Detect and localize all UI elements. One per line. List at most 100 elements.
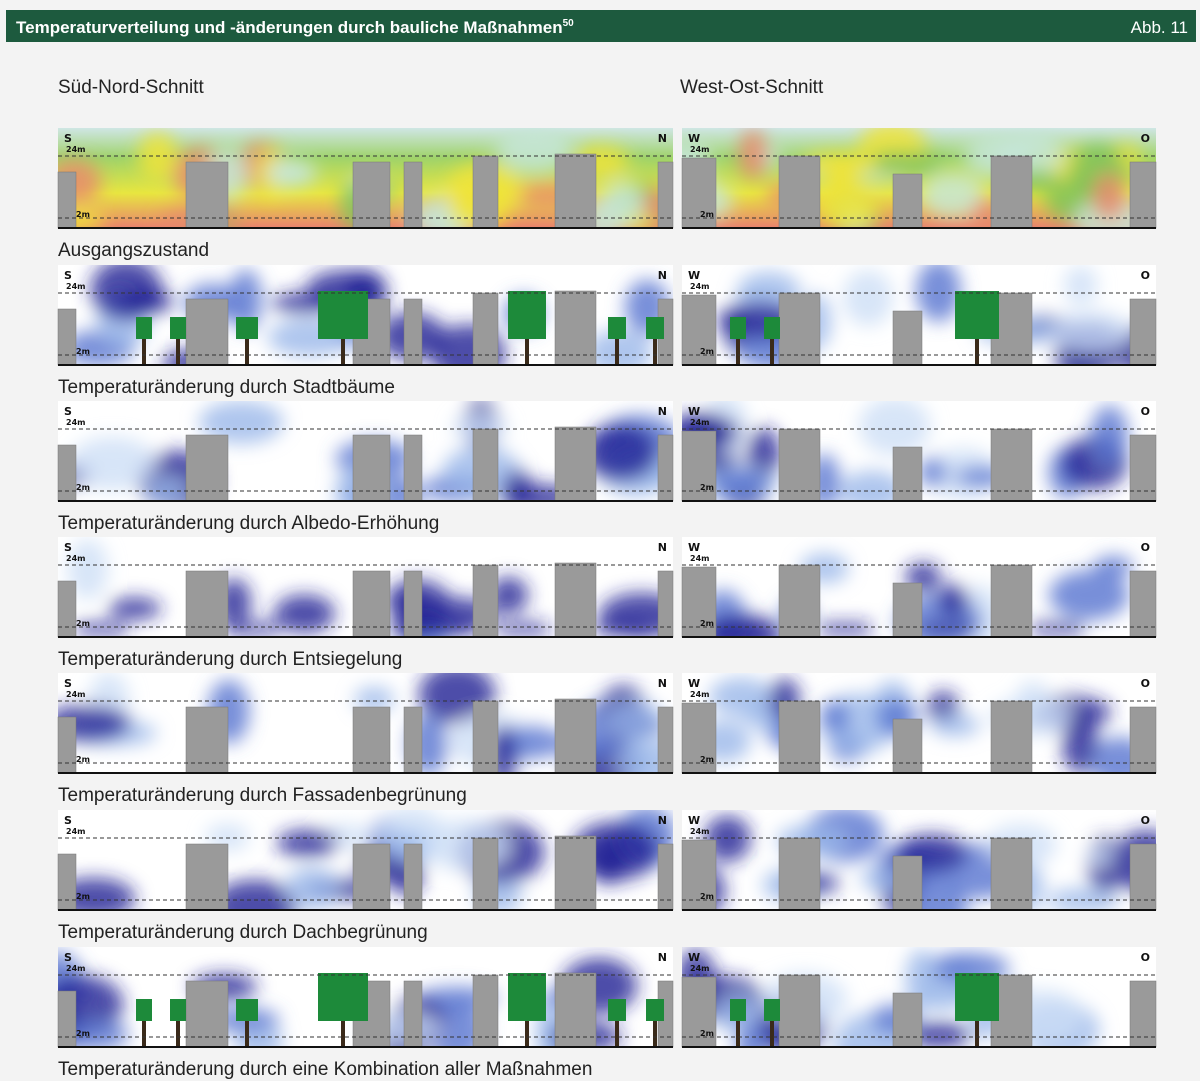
height-label: 24m: [66, 964, 85, 973]
building: [57, 444, 77, 502]
building: [681, 430, 717, 502]
building: [681, 702, 717, 774]
tree-trunk: [525, 337, 529, 365]
heat-blob: [813, 184, 880, 228]
row-caption: Temperaturänderung durch Entsiegelung: [58, 649, 402, 670]
tree-trunk: [615, 337, 619, 365]
tree-crown: [764, 317, 780, 339]
tree-trunk: [975, 337, 979, 365]
tree-crown: [955, 973, 999, 1021]
building: [352, 706, 391, 774]
tree-trunk: [736, 337, 740, 365]
cooling-blob: [915, 265, 961, 322]
height-label: 2m: [700, 483, 714, 492]
height-label: 24m: [690, 554, 709, 563]
cooling-blob: [1093, 555, 1134, 578]
building: [185, 843, 229, 911]
direction-label: N: [658, 677, 667, 690]
building: [778, 700, 821, 774]
cooling-blob: [68, 436, 157, 491]
height-label: 24m: [690, 145, 709, 154]
building: [57, 716, 77, 774]
height-label: 24m: [66, 145, 85, 154]
height-label: 24m: [690, 282, 709, 291]
tree-trunk: [615, 1019, 619, 1047]
height-label: 2m: [700, 210, 714, 219]
building: [352, 843, 391, 911]
row-caption: Temperaturänderung durch eine Kombinatio…: [58, 1059, 592, 1080]
direction-label: N: [658, 951, 667, 964]
cooling-blob: [354, 686, 395, 713]
tree-crown: [318, 973, 368, 1021]
building: [472, 700, 499, 774]
tree-trunk: [653, 1019, 657, 1047]
tree-crown: [136, 317, 152, 339]
cooling-blob: [1032, 623, 1082, 635]
building: [1129, 843, 1157, 911]
cooling-blob: [736, 1022, 768, 1047]
tree-crown: [170, 317, 186, 339]
direction-label: S: [64, 132, 72, 145]
section-panel: S N 24m 2m: [57, 673, 674, 774]
header-title: Temperaturverteilung und -änderungen dur…: [16, 18, 574, 37]
section-panel: S N 24m 2m: [57, 810, 674, 911]
cooling-blob: [1064, 265, 1098, 306]
cooling-blob: [596, 623, 646, 635]
building: [554, 562, 597, 638]
height-label: 24m: [66, 690, 85, 699]
height-label: 24m: [66, 282, 85, 291]
building: [892, 446, 923, 502]
cooling-blob: [582, 424, 659, 482]
direction-label: S: [64, 405, 72, 418]
building: [1129, 980, 1157, 1048]
cooling-blob: [716, 623, 766, 635]
building: [185, 298, 229, 366]
footnote: 50: [563, 18, 575, 29]
height-label: 2m: [700, 619, 714, 628]
heat-blob: [495, 128, 573, 174]
building: [57, 580, 77, 638]
tree-crown: [646, 999, 664, 1021]
tree-crown: [136, 999, 152, 1021]
row-caption: Ausgangszustand: [58, 240, 209, 261]
building: [681, 157, 717, 229]
tree-trunk: [770, 337, 774, 365]
building: [185, 434, 229, 502]
direction-label: W: [688, 677, 700, 690]
height-label: 2m: [76, 1029, 90, 1038]
cooling-blob: [145, 477, 188, 501]
cooling-blob: [489, 576, 529, 614]
building: [403, 980, 423, 1048]
height-label: 24m: [690, 690, 709, 699]
building: [472, 564, 499, 638]
section-panel: W O 24m 2m: [681, 810, 1157, 911]
tree-crown: [730, 317, 746, 339]
cooling-blob: [422, 623, 472, 635]
tree-crown: [236, 999, 258, 1021]
row-caption: Temperaturänderung durch Stadtbäume: [58, 377, 395, 398]
building: [352, 434, 391, 502]
direction-label: O: [1141, 814, 1150, 827]
section-panel: W O 24m 2m: [681, 401, 1157, 502]
tree-crown: [236, 317, 258, 339]
building: [1129, 434, 1157, 502]
building: [57, 990, 77, 1048]
section-panel: W O 24m 2m: [681, 128, 1157, 229]
direction-label: W: [688, 814, 700, 827]
direction-label: W: [688, 132, 700, 145]
height-label: 24m: [690, 827, 709, 836]
building: [892, 718, 923, 774]
cooling-blob: [285, 867, 340, 910]
tree-trunk: [975, 1019, 979, 1047]
height-label: 24m: [66, 554, 85, 563]
building: [990, 155, 1033, 229]
cooling-blob: [503, 469, 532, 501]
direction-label: W: [688, 541, 700, 554]
building: [185, 570, 229, 638]
cooling-blob: [858, 401, 931, 456]
building: [990, 564, 1033, 638]
height-label: 24m: [66, 418, 85, 427]
direction-label: N: [658, 814, 667, 827]
height-label: 2m: [76, 755, 90, 764]
section-panel: W O 24m 2m: [681, 673, 1157, 774]
